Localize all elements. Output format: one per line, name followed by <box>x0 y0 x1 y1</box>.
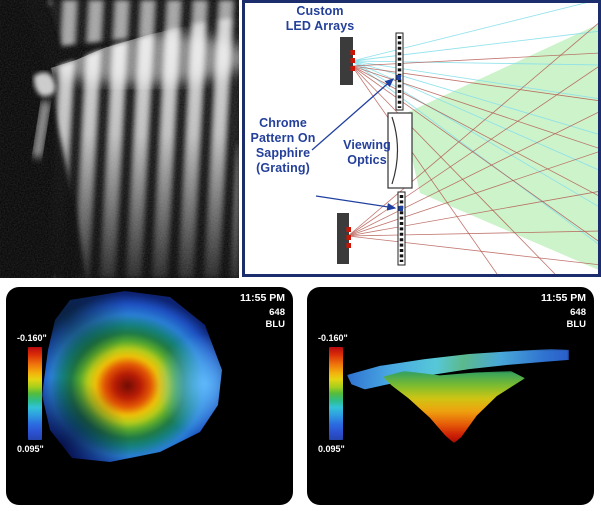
mode-label: BLU <box>265 319 285 330</box>
led-label-line1: Custom <box>296 4 344 18</box>
timestamp: 11:55 PM <box>541 292 586 304</box>
frame-counter: 648 <box>269 307 285 318</box>
fringe-photo-panel <box>0 0 239 278</box>
topography-front-panel: 11:55 PM 648 BLU -0.160" 0.095" <box>6 287 293 505</box>
led-emitters-bottom <box>346 227 351 248</box>
hud-profile: 11:55 PM 648 BLU <box>541 292 586 331</box>
topography-heatmap <box>42 291 222 462</box>
grating-label-line2: Pattern On <box>250 131 316 145</box>
mode-label: BLU <box>566 319 586 330</box>
colorbar-min-label: 0.095" <box>17 444 44 454</box>
colorbar-gradient <box>28 347 42 440</box>
grating-label-line4: (Grating) <box>256 161 310 175</box>
viewing-optics-housing <box>387 112 413 189</box>
grating-pointer-dot-top <box>396 75 401 80</box>
optics-label-line2: Optics <box>347 153 387 167</box>
colorbar-max-label: -0.160" <box>17 333 47 343</box>
profile-bowl-surface <box>383 371 525 443</box>
led-label-line2: LED Arrays <box>285 19 355 33</box>
annotation-arrows <box>311 78 397 211</box>
grating-pointer-dot-bottom <box>398 206 403 211</box>
topography-profile-panel: 11:55 PM 648 BLU -0.160" 0.095" <box>307 287 594 505</box>
light-cone-region <box>402 24 598 270</box>
colorbar-min-label: 0.095" <box>318 444 345 454</box>
led-array-bottom <box>337 213 349 264</box>
optics-label-line1: Viewing <box>343 138 391 152</box>
schematic-drawing <box>311 3 598 274</box>
timestamp: 11:55 PM <box>240 292 285 304</box>
led-emitters-top <box>350 50 355 71</box>
colorbar-max-label: -0.160" <box>318 333 348 343</box>
grating-label: Chrome Pattern On Sapphire (Grating) <box>245 116 321 176</box>
colorbar-gradient <box>329 347 343 440</box>
grating-top <box>395 32 404 111</box>
film-grain <box>0 0 239 278</box>
colorbar-front: -0.160" 0.095" <box>17 333 77 455</box>
grating-label-line1: Chrome <box>259 116 307 130</box>
lens-surface <box>391 116 399 185</box>
grating-label-line3: Sapphire <box>255 146 311 160</box>
frame-counter: 648 <box>570 307 586 318</box>
optical-schematic-panel: Custom LED Arrays Chrome Pattern On Sapp… <box>242 0 601 277</box>
viewing-optics-label: Viewing Optics <box>339 138 395 168</box>
colorbar-profile: -0.160" 0.095" <box>318 333 378 455</box>
hud-front: 11:55 PM 648 BLU <box>240 292 285 331</box>
led-array-top <box>340 37 353 85</box>
fringe-photo-image <box>0 0 239 278</box>
led-arrays-label: Custom LED Arrays <box>260 4 380 34</box>
